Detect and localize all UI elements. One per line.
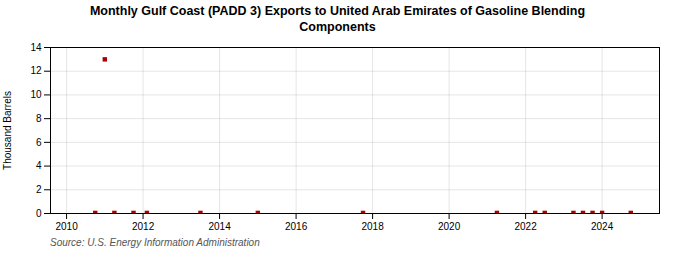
svg-text:4: 4 [36,161,42,172]
svg-text:2014: 2014 [208,221,231,232]
svg-text:2010: 2010 [55,221,78,232]
svg-text:6: 6 [36,137,42,148]
svg-text:10: 10 [30,89,42,100]
svg-text:2018: 2018 [361,221,384,232]
svg-text:2020: 2020 [438,221,461,232]
html-text:Source: U.S. Energy Informatio: Source: U.S. Energy Information Administ… [50,237,260,249]
svg-text:2016: 2016 [285,221,308,232]
svg-text:12: 12 [30,66,42,77]
svg-text:14: 14 [30,42,42,53]
svg-text:8: 8 [36,113,42,124]
svg-text:2: 2 [36,184,42,195]
html-text:Monthly Gulf Coast (PADD 3) Ex: Monthly Gulf Coast (PADD 3) Exports to U… [89,4,586,34]
svg-text:Thousand Barrels: Thousand Barrels [2,91,13,170]
svg-text:2022: 2022 [514,221,537,232]
svg-text:0: 0 [36,208,42,219]
svg-text:2012: 2012 [132,221,155,232]
svg-text:2024: 2024 [591,221,614,232]
